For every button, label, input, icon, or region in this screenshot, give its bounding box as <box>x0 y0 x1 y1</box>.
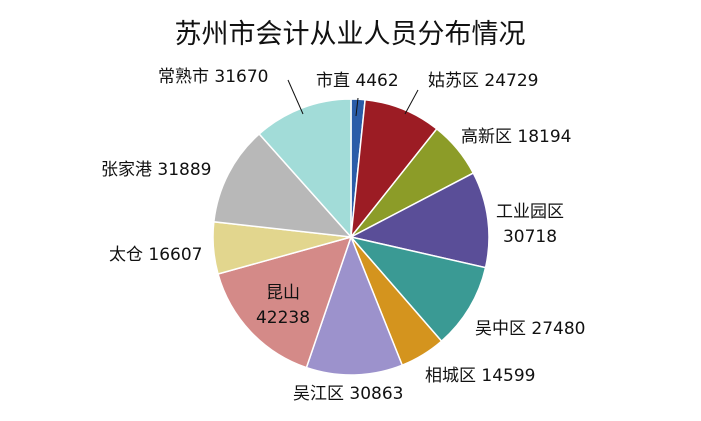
slice-label: 姑苏区 24729 <box>428 71 538 91</box>
slice-label: 市直 4462 <box>316 71 399 91</box>
slice-label: 常熟市 31670 <box>158 66 268 87</box>
pie-slice <box>348 172 490 269</box>
slice-label: 张家港 31889 <box>101 160 211 180</box>
slice-label-line: 42238 <box>256 308 310 328</box>
pie-slice <box>349 98 438 240</box>
pie-slice <box>348 235 487 343</box>
pie-slices <box>212 98 490 376</box>
leader-line <box>355 97 359 117</box>
slice-label: 相城区 14599 <box>425 366 535 386</box>
slice-label-line: 工业园区 <box>496 202 564 222</box>
slice-labels: 市直 4462 姑苏区 24729 高新区 18194 工业园区 30718 吴中区 27… <box>101 66 585 404</box>
pie-slice <box>213 132 353 238</box>
pie-slice <box>305 234 404 376</box>
slice-label: 昆山 42238 <box>256 283 310 328</box>
pie-slice <box>258 98 352 239</box>
slice-label: 吴江区 30863 <box>293 384 403 404</box>
leader-lines <box>287 79 419 117</box>
slice-label: 太仓 16607 <box>109 245 202 265</box>
slice-label: 工业园区 30718 <box>496 202 564 247</box>
slice-label: 吴中区 27480 <box>475 319 585 339</box>
chart-title: 苏州市会计从业人员分布情况 <box>175 19 526 50</box>
pie-slice <box>217 235 353 369</box>
leader-line <box>287 79 304 115</box>
slice-label: 高新区 18194 <box>461 127 571 147</box>
slice-label-line: 30718 <box>503 227 557 247</box>
leader-line <box>404 89 419 115</box>
slice-label-line: 昆山 <box>266 283 300 303</box>
